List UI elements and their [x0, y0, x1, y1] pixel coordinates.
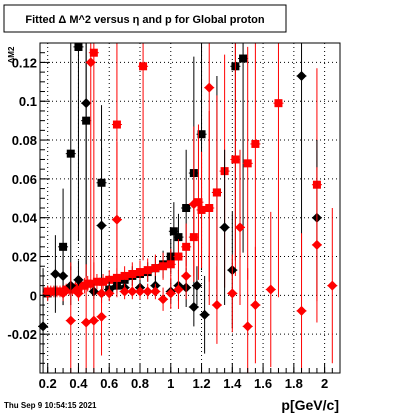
data-point-diamond [81, 98, 92, 109]
data-point-diamond [127, 286, 138, 297]
y-tick-label: -0.02 [7, 327, 37, 342]
data-point-diamond [188, 302, 199, 312]
data-point-square [197, 205, 206, 214]
data-point-diamond [58, 288, 69, 299]
data-point-diamond [199, 309, 210, 320]
data-point-square [143, 266, 152, 275]
data-point-diamond [311, 239, 322, 250]
x-tick-label: 0.6 [100, 376, 118, 391]
data-point-square [182, 242, 191, 251]
data-point-diamond [119, 286, 130, 297]
data-point-square [174, 233, 183, 242]
data-point-diamond [296, 305, 307, 316]
data-point-diamond [250, 300, 261, 311]
data-point-diamond [42, 288, 53, 299]
x-tick-label: 1.6 [254, 376, 272, 391]
data-series [38, 43, 338, 373]
data-point-diamond [165, 288, 176, 299]
data-point-square [274, 99, 283, 108]
data-point-diamond [88, 315, 99, 326]
data-point-square [243, 159, 252, 168]
y-tick-label: 0.02 [12, 250, 37, 265]
data-point-diamond [227, 288, 238, 299]
data-point-square [182, 204, 191, 212]
data-point-diamond [96, 220, 107, 231]
data-point-diamond [96, 311, 107, 322]
data-point-square [251, 139, 260, 148]
data-point-diamond [73, 288, 84, 299]
axes: 0.2 0.4 0.6 0.8 1 1.2 1.4 1.6 1.8 2 -0.02 0 0.02 0.04… [7, 42, 341, 391]
data-point-square [212, 188, 221, 197]
x-tick-label: 1.2 [192, 376, 210, 391]
data-point-diamond [173, 284, 184, 295]
data-point-diamond [150, 286, 161, 297]
y-axis-label: ΔM2 [7, 46, 16, 63]
y-tick-label: 0.04 [12, 211, 38, 226]
data-point-diamond [191, 280, 202, 291]
data-point-square [197, 130, 206, 139]
data-point-square [231, 155, 240, 164]
y-tick-label: 0.08 [12, 133, 37, 148]
data-point-diamond [211, 300, 222, 311]
data-point-diamond [265, 284, 276, 295]
data-point-square [166, 260, 175, 269]
data-point-diamond [204, 82, 215, 93]
data-point-diamond [65, 315, 76, 326]
data-point-diamond [327, 280, 338, 291]
data-point-diamond [104, 288, 115, 299]
data-point-diamond [242, 321, 253, 332]
data-point-square [86, 279, 95, 288]
data-point-square [120, 271, 129, 280]
data-point-square [151, 264, 160, 273]
footer-timestamp: Thu Sep 9 10:54:15 2021 [4, 401, 97, 410]
x-tick-label: 1 [167, 376, 174, 391]
data-point-diamond [188, 199, 199, 210]
data-point-diamond [219, 222, 230, 233]
data-point-square [136, 268, 144, 277]
data-point-square [139, 62, 148, 71]
data-point-diamond [158, 294, 169, 305]
data-point-square [89, 48, 98, 57]
x-tick-label: 1.8 [285, 376, 303, 391]
data-point-square [159, 262, 168, 271]
y-tick-label: 0.06 [12, 172, 37, 187]
x-tick-label: 0.2 [39, 376, 57, 391]
data-point-square [128, 270, 137, 278]
data-point-diamond [38, 321, 49, 332]
data-point-diamond [81, 317, 92, 328]
data-point-diamond [73, 274, 84, 285]
data-point-square [99, 277, 108, 286]
x-tick-label: 0.4 [69, 376, 88, 391]
data-point-square [239, 54, 248, 63]
x-tick-label: 1.4 [223, 376, 242, 391]
data-point-diamond [50, 269, 61, 279]
data-point-square [194, 198, 203, 207]
data-point-diamond [135, 286, 145, 297]
x-tick-label: 0.8 [131, 376, 149, 391]
data-point-diamond [142, 286, 153, 297]
data-point-diamond [58, 270, 69, 281]
data-point-square [169, 227, 178, 236]
y-tick-label: 0.12 [12, 55, 37, 70]
data-point-square [174, 252, 183, 261]
y-tick-label: 0.1 [19, 94, 37, 109]
x-axis-label: p[GeV/c] [281, 397, 339, 413]
series-diamond-red [42, 43, 338, 373]
data-point-diamond [85, 57, 96, 68]
title-box [3, 4, 287, 33]
data-point-diamond [235, 222, 245, 233]
data-point-diamond [181, 270, 192, 281]
data-point-diamond [296, 71, 307, 81]
chart-title: Fitted Δ M^2 versus η and p for Global p… [25, 14, 265, 26]
data-point-square [112, 120, 121, 129]
data-point-diamond [111, 214, 122, 225]
data-point-square [74, 43, 83, 51]
x-tick-label: 2 [321, 376, 328, 391]
data-point-square [105, 275, 114, 284]
data-point-square [66, 149, 75, 158]
data-point-square [92, 277, 101, 286]
y-tick-label: 0 [30, 288, 37, 303]
